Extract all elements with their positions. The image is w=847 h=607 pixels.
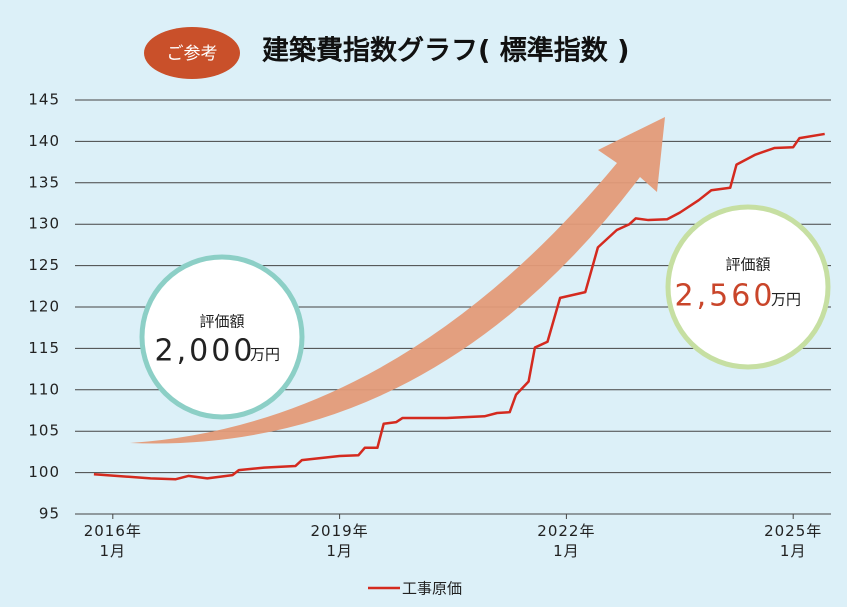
- y-tick-label: 115: [28, 339, 60, 357]
- chart-title: 建築費指数グラフ( 標準指数 ): [262, 35, 629, 67]
- y-tick-label: 120: [28, 298, 60, 316]
- y-tick-label: 130: [28, 215, 60, 233]
- y-tick-label: 95: [39, 505, 60, 523]
- y-tick-label: 125: [28, 256, 60, 274]
- legend-label: 工事原価: [402, 580, 462, 598]
- bubble-unit: 万円: [250, 346, 280, 364]
- y-tick-label: 135: [28, 173, 60, 191]
- y-tick-label: 105: [28, 422, 60, 440]
- bubble-label: 評価額: [725, 256, 770, 274]
- badge-text: ご参考: [167, 44, 218, 64]
- chart-svg: ご参考 建築費指数グラフ( 標準指数 ) 評価額 2,000 万円 評価額 2,…: [0, 0, 847, 607]
- bubble-label: 評価額: [199, 313, 244, 331]
- bubble-amount: 2,000: [155, 334, 256, 369]
- y-tick-label: 145: [28, 91, 60, 109]
- x-tick-label: 2016年 1月: [63, 521, 163, 561]
- x-tick-label: 2025年 1月: [743, 521, 843, 561]
- y-tick-label: 110: [28, 380, 60, 398]
- chart: ご参考 建築費指数グラフ( 標準指数 ) 評価額 2,000 万円 評価額 2,…: [0, 0, 847, 607]
- x-tick-label: 2019年 1月: [290, 521, 390, 561]
- bubble-unit: 万円: [771, 291, 801, 309]
- x-tick-label: 2022年 1月: [516, 521, 616, 561]
- bubble-amount: 2,560: [675, 279, 776, 314]
- y-tick-label: 100: [28, 463, 60, 481]
- y-tick-label: 140: [28, 132, 60, 150]
